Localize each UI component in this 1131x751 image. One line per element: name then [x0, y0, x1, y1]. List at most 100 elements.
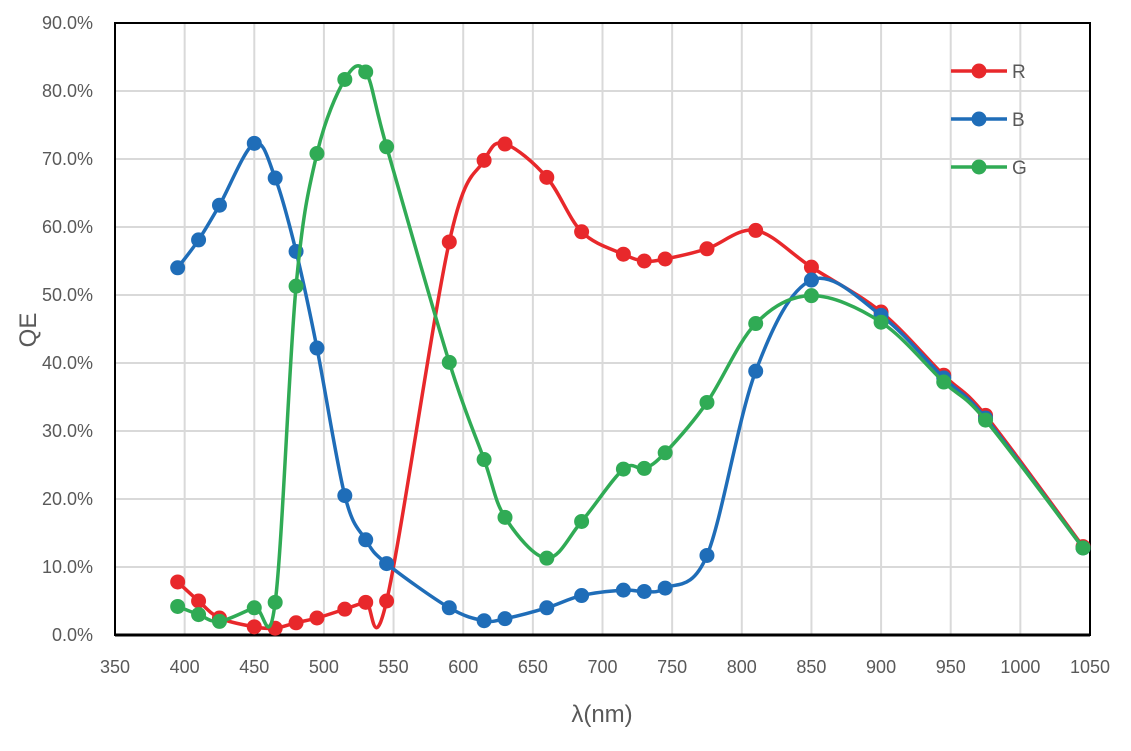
data-point-B: [803, 272, 819, 288]
y-tick-label: 60.0%: [42, 217, 93, 237]
data-point-B: [337, 488, 353, 504]
legend-item-B: B: [951, 110, 1025, 131]
x-tick-label: 600: [448, 657, 478, 677]
data-point-B: [636, 583, 652, 599]
x-tick-label: 450: [239, 657, 269, 677]
data-point-G: [379, 139, 395, 155]
data-point-G: [170, 598, 186, 614]
data-point-G: [191, 607, 207, 623]
x-tick-label: 850: [796, 657, 826, 677]
x-tick-label: 400: [170, 657, 200, 677]
data-point-G: [936, 374, 952, 390]
data-point-G: [337, 71, 353, 87]
data-point-G: [246, 600, 262, 616]
data-point-B: [657, 580, 673, 596]
data-point-R: [379, 593, 395, 609]
data-point-G: [539, 550, 555, 566]
x-tick-labels: 350 400 450 500 550 600 650 700 750 800 850 900 950 1…: [100, 657, 1110, 677]
y-tick-label: 20.0%: [42, 489, 93, 509]
data-point-R: [358, 594, 374, 610]
data-point-G: [476, 452, 492, 468]
legend-marker: [971, 63, 987, 79]
y-tick-label: 70.0%: [42, 149, 93, 169]
data-point-G: [309, 146, 325, 162]
y-tick-label: 90.0%: [42, 13, 93, 33]
data-point-G: [358, 64, 374, 80]
legend-label: G: [1012, 158, 1027, 179]
y-tick-label: 40.0%: [42, 353, 93, 373]
data-point-B: [497, 611, 513, 627]
data-point-B: [476, 613, 492, 629]
data-point-B: [615, 582, 631, 598]
data-point-G: [497, 509, 513, 525]
data-point-R: [288, 615, 304, 631]
x-tick-label: 500: [309, 657, 339, 677]
data-point-R: [337, 601, 353, 617]
legend-marker: [971, 111, 987, 127]
data-point-R: [497, 136, 513, 152]
x-tick-label: 700: [587, 657, 617, 677]
series-group: [170, 64, 1091, 636]
data-point-R: [657, 251, 673, 267]
legend-marker: [971, 159, 987, 175]
grid: [114, 22, 1091, 637]
data-point-B: [441, 600, 457, 616]
data-point-B: [748, 363, 764, 379]
data-point-R: [539, 169, 555, 185]
data-point-G: [748, 316, 764, 332]
y-axis-label: QE: [15, 313, 42, 348]
data-point-G: [873, 314, 889, 330]
data-point-G: [615, 461, 631, 477]
x-tick-label: 650: [518, 657, 548, 677]
data-point-R: [170, 574, 186, 590]
data-point-R: [615, 246, 631, 262]
data-point-R: [574, 224, 590, 240]
legend-label: B: [1012, 110, 1025, 131]
x-tick-label: 1050: [1070, 657, 1110, 677]
legend-label: R: [1012, 62, 1026, 83]
legend: R B G: [951, 62, 1027, 179]
data-point-R: [476, 152, 492, 168]
data-point-G: [574, 513, 590, 529]
data-point-B: [309, 340, 325, 356]
y-tick-label: 10.0%: [42, 557, 93, 577]
data-point-R: [748, 222, 764, 238]
y-tick-labels: 0.0% 10.0% 20.0% 30.0% 40.0% 50.0% 60.0% 70.0% 8…: [42, 13, 93, 645]
data-point-B: [211, 197, 227, 213]
data-point-B: [539, 600, 555, 616]
x-axis-label: λ(nm): [571, 701, 632, 728]
series-line-B: [176, 141, 1085, 624]
y-tick-label: 50.0%: [42, 285, 93, 305]
x-tick-label: 1000: [1000, 657, 1040, 677]
data-point-R: [309, 610, 325, 626]
data-point-B: [170, 260, 186, 276]
y-tick-label: 30.0%: [42, 421, 93, 441]
data-point-R: [699, 241, 715, 257]
data-point-B: [358, 532, 374, 548]
x-tick-label: 950: [936, 657, 966, 677]
data-point-G: [699, 394, 715, 410]
data-point-G: [267, 594, 283, 610]
data-point-R: [803, 259, 819, 275]
x-tick-label: 900: [866, 657, 896, 677]
data-point-G: [978, 412, 994, 428]
data-point-B: [246, 135, 262, 151]
data-point-B: [699, 547, 715, 563]
data-point-G: [441, 354, 457, 370]
data-point-G: [1075, 540, 1091, 556]
data-point-B: [267, 170, 283, 186]
data-point-G: [803, 288, 819, 304]
x-tick-label: 800: [727, 657, 757, 677]
data-point-R: [636, 253, 652, 269]
data-point-R: [246, 619, 262, 635]
data-point-G: [636, 460, 652, 476]
x-tick-label: 550: [379, 657, 409, 677]
data-point-B: [191, 232, 207, 248]
legend-item-G: G: [951, 158, 1027, 179]
x-tick-label: 750: [657, 657, 687, 677]
x-tick-label: 350: [100, 657, 130, 677]
y-tick-label: 80.0%: [42, 81, 93, 101]
data-point-G: [657, 445, 673, 461]
series-G: [170, 64, 1091, 629]
